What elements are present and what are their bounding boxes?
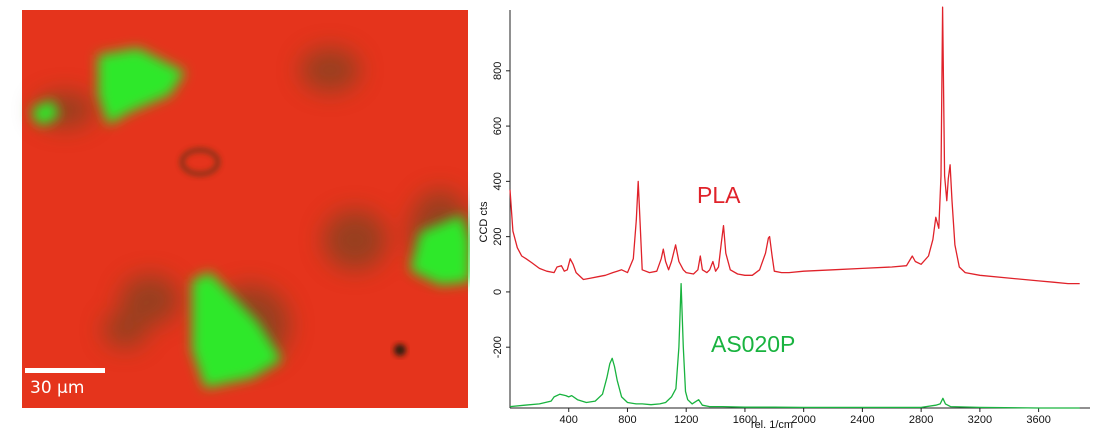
- y-tick-label: 200: [492, 227, 504, 245]
- y-axis-label: CCD cts: [478, 201, 490, 242]
- series-layer: [509, 6, 1080, 409]
- x-tick-label: 800: [618, 414, 636, 426]
- dark-ring-feature: [180, 148, 220, 176]
- y-axis-ticks: -200 0 200 400 600 800: [492, 62, 510, 358]
- x-tick-label: 3200: [968, 414, 992, 426]
- particle-regions: [32, 48, 470, 388]
- x-tick-label: 1600: [733, 414, 757, 426]
- y-tick-label: 800: [492, 62, 504, 80]
- y-tick-label: 0: [492, 289, 504, 295]
- x-tick-label: 400: [560, 414, 578, 426]
- scale-bar: [25, 368, 105, 373]
- y-tick-label: -200: [492, 336, 504, 358]
- series-line-as020p: [509, 282, 1080, 409]
- pla-series-label: PLA: [697, 182, 741, 208]
- dark-spot: [394, 344, 406, 356]
- x-axis-ticks: 400 800 1200 1600 2000 2400 2800 3200 3600: [560, 408, 1051, 426]
- y-tick-label: 600: [492, 117, 504, 135]
- x-tick-label: 3600: [1026, 414, 1050, 426]
- scale-bar-label: 30 μm: [30, 378, 84, 398]
- x-tick-label: 2800: [909, 414, 933, 426]
- x-axis-label: rel. 1/cm: [751, 419, 793, 431]
- y-tick-label: 400: [492, 172, 504, 190]
- x-tick-label: 2000: [791, 414, 815, 426]
- x-tick-label: 2400: [850, 414, 874, 426]
- raman-map-image: 30 μm: [22, 10, 470, 408]
- as020p-series-label: AS020P: [711, 331, 795, 357]
- series-line-pla: [509, 6, 1080, 285]
- x-tick-label: 1200: [674, 414, 698, 426]
